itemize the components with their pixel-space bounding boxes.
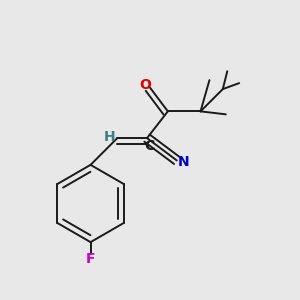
Text: F: F <box>86 252 95 266</box>
Text: H: H <box>104 130 116 144</box>
Text: N: N <box>178 155 189 169</box>
Text: C: C <box>144 140 154 153</box>
Text: O: O <box>140 78 152 92</box>
